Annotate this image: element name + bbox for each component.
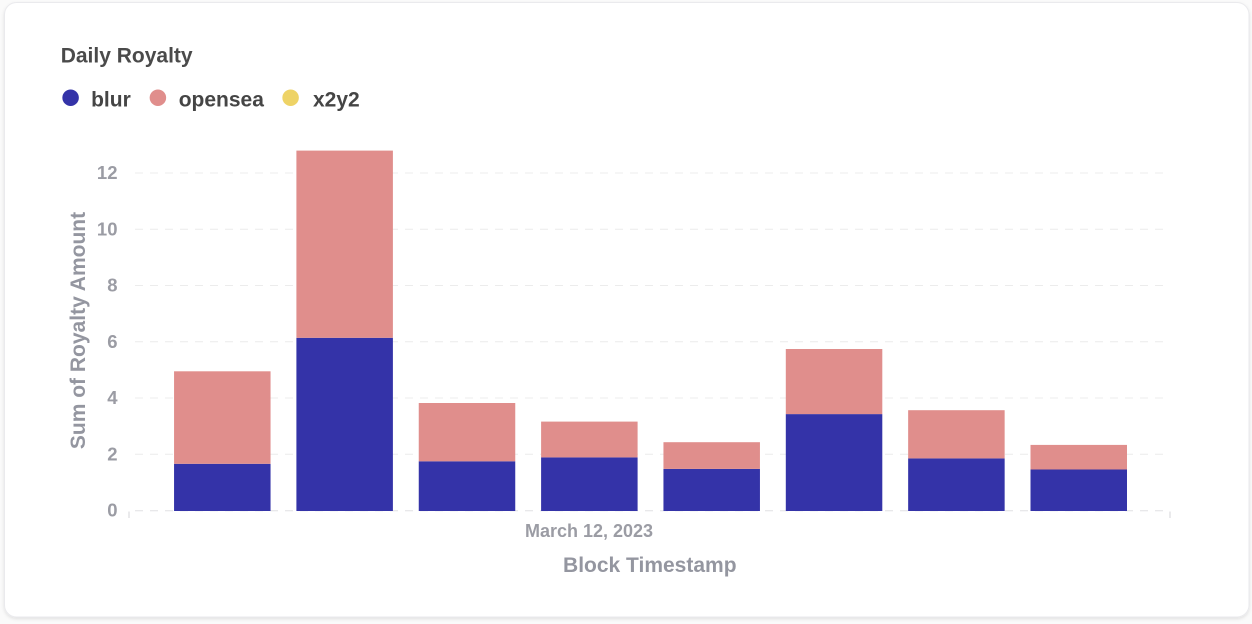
svg-text:opensea: opensea [179,89,265,112]
svg-text:Daily Royalty: Daily Royalty [61,45,193,68]
svg-text:Sum of Royalty Amount: Sum of Royalty Amount [67,212,90,449]
svg-text:6: 6 [107,331,117,352]
svg-text:March 12, 2023: March 12, 2023 [525,521,653,541]
svg-text:10: 10 [97,218,118,239]
svg-text:0: 0 [107,500,117,521]
svg-text:2: 2 [107,443,117,464]
svg-text:8: 8 [107,275,117,296]
svg-text:Block Timestamp: Block Timestamp [563,554,737,577]
svg-text:blur: blur [91,89,131,112]
svg-text:12: 12 [97,162,118,183]
svg-text:4: 4 [107,387,118,408]
svg-text:x2y2: x2y2 [313,89,360,112]
